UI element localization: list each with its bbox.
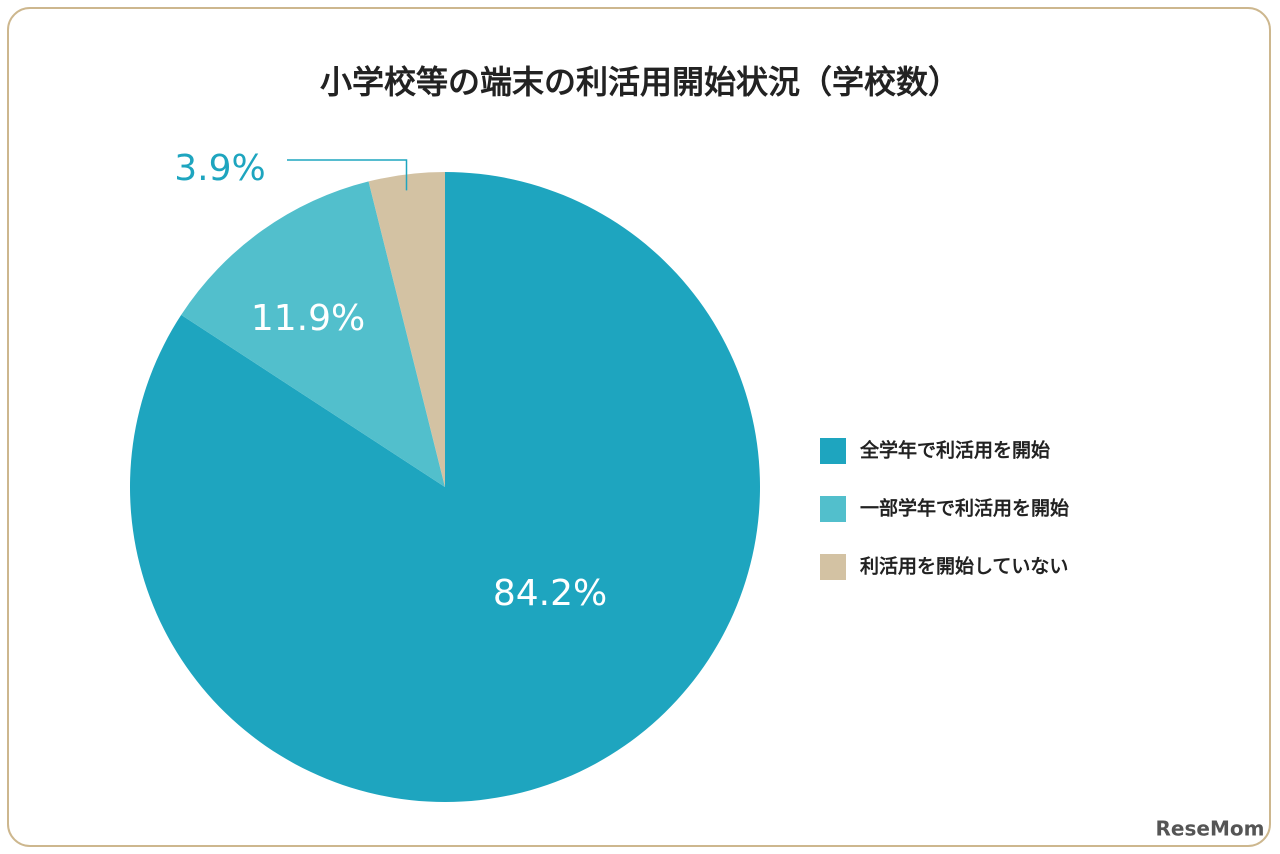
pie-slice xyxy=(181,181,446,487)
legend-swatch xyxy=(820,554,846,580)
leader-line xyxy=(287,159,408,191)
chart-title: 小学校等の端末の利活用開始状況（学校数） xyxy=(320,63,960,101)
value-label: 84.2% xyxy=(493,573,607,614)
legend-label: 利活用を開始していない xyxy=(860,555,1068,578)
legend-label: 一部学年で利活用を開始 xyxy=(860,497,1069,520)
value-label: 11.9% xyxy=(251,298,365,339)
pie-slice xyxy=(368,172,445,487)
legend-swatch xyxy=(820,496,846,522)
legend-label: 全学年で利活用を開始 xyxy=(859,439,1050,462)
watermark: ReseMom xyxy=(1156,817,1265,841)
value-label: 3.9% xyxy=(174,148,265,189)
legend-swatch xyxy=(820,438,846,464)
